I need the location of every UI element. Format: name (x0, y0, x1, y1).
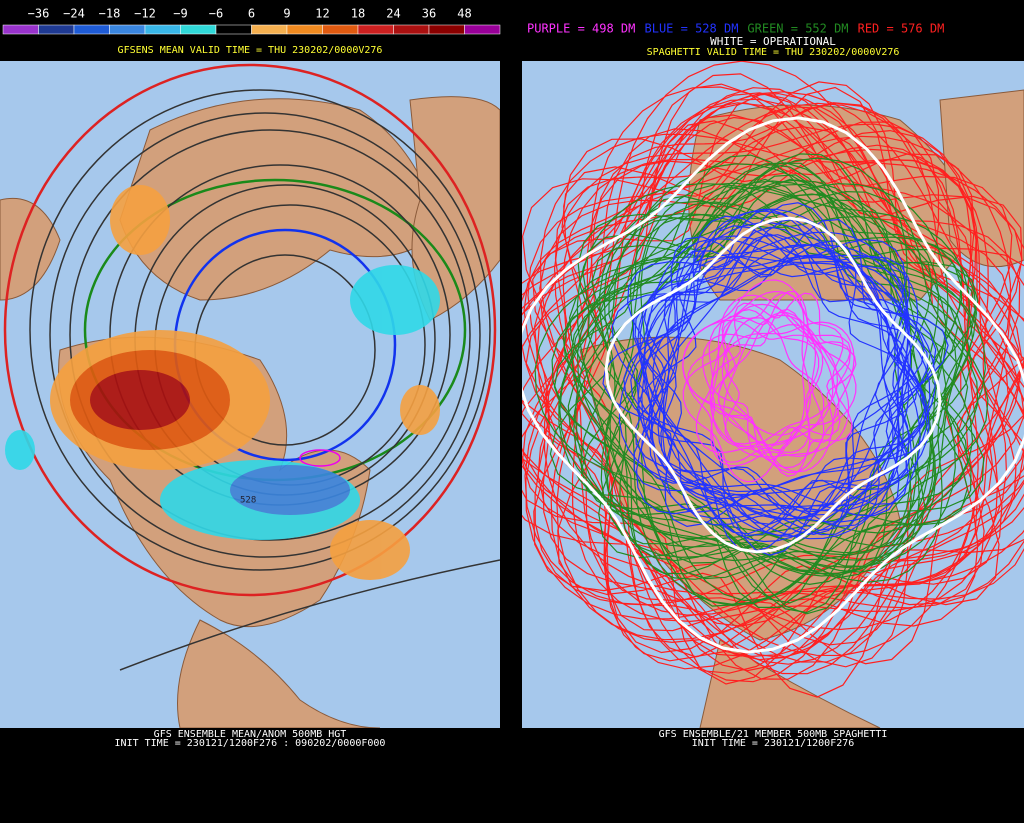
colorbar-label: 12 (315, 7, 329, 21)
colorbar-swatch (287, 25, 323, 34)
valid-time: GFSENS MEAN VALID TIME = THU 230202/0000… (118, 45, 383, 56)
colorbar-label: 48 (457, 7, 471, 21)
contour-legend: BLUE = 528 DM (645, 22, 739, 36)
colorbar-swatch (323, 25, 359, 34)
contour-legend: PURPLE = 498 DM (527, 22, 635, 36)
valid-time: SPAGHETTI VALID TIME = THU 230202/0000V2… (647, 47, 900, 58)
colorbar-swatch (429, 25, 465, 34)
colorbar-swatch (394, 25, 430, 34)
colorbar-swatch (145, 25, 181, 34)
colorbar-label: −36 (28, 7, 50, 21)
colorbar-label: 24 (386, 7, 400, 21)
colorbar-label: −12 (134, 7, 156, 21)
footer: INIT TIME = 230121/1200F276 : 090202/000… (115, 738, 386, 749)
footer: INIT TIME = 230121/1200F276 (692, 738, 855, 749)
colorbar-label: −18 (99, 7, 121, 21)
colorbar-swatch (3, 25, 39, 34)
colorbar-swatch (216, 25, 252, 34)
colorbar-label: −24 (63, 7, 85, 21)
colorbar-swatch (252, 25, 288, 34)
colorbar-swatch (74, 25, 110, 34)
colorbar-label: 6 (248, 7, 255, 21)
contour-legend: GREEN = 552 DM (747, 22, 848, 36)
colorbar-swatch (110, 25, 146, 34)
colorbar-swatch (465, 25, 501, 34)
colorbar-label: 18 (351, 7, 365, 21)
colorbar-swatch (181, 25, 217, 34)
colorbar-swatch (358, 25, 394, 34)
colorbar-label: 9 (283, 7, 290, 21)
contour-legend: RED = 576 DM (858, 22, 945, 36)
colorbar-label: −9 (173, 7, 187, 21)
map-label: 528 (240, 496, 256, 506)
colorbar-swatch (39, 25, 75, 34)
colorbar: −36 −24 −18 −12 −9 −6 6 9 12 18 24 36 48 (3, 7, 500, 35)
left-map: 528 (0, 61, 500, 728)
colorbar-label: −6 (209, 7, 223, 21)
right-map (480, 61, 1024, 728)
colorbar-label: 36 (422, 7, 436, 21)
